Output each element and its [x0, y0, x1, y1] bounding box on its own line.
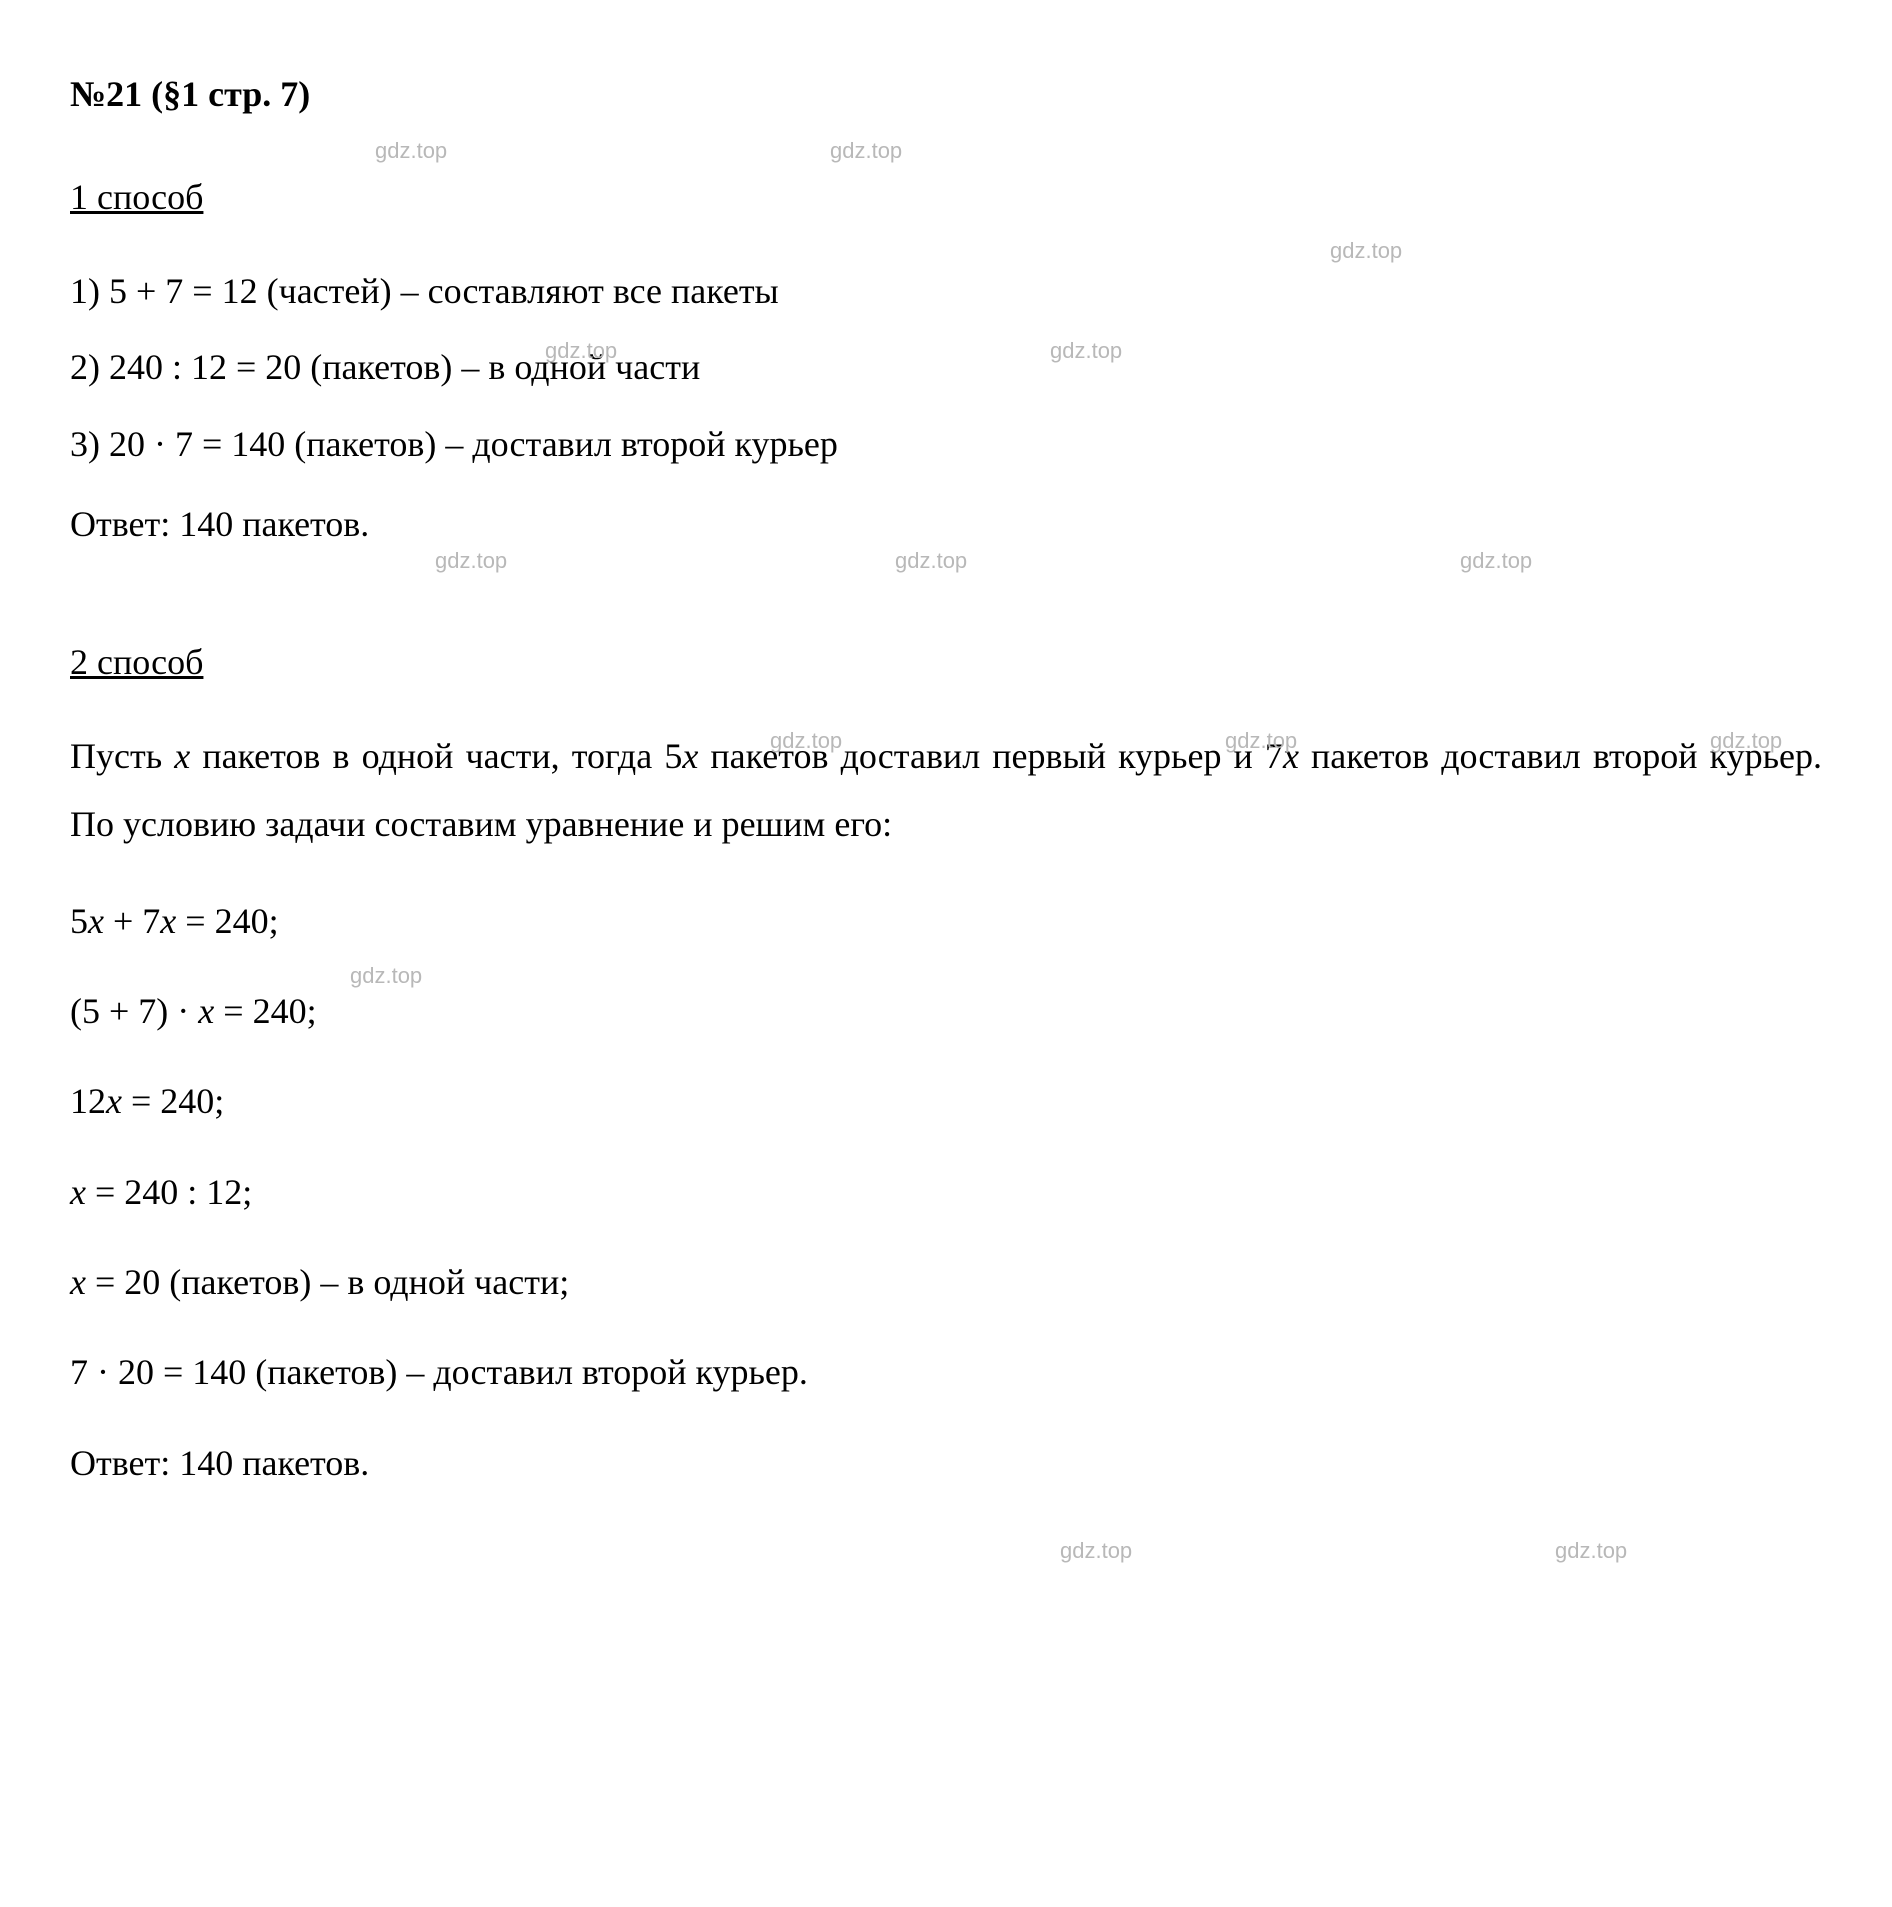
equation-3: 12x = 240; [70, 1067, 1822, 1135]
eq4-x: x [70, 1172, 86, 1212]
method2-intro: Пусть x пакетов в одной части, тогда 5x … [70, 722, 1822, 859]
method1-step-3: 3) 20 · 7 = 140 (пакетов) – доставил вто… [70, 410, 1822, 478]
intro-x3: x [1283, 736, 1299, 776]
method1-step-2: 2) 240 : 12 = 20 (пакетов) – в одной час… [70, 333, 1822, 401]
problem-title: №21 (§1 стр. 7) [70, 60, 1822, 128]
method1-step-1: 1) 5 + 7 = 12 (частей) – составляют все … [70, 257, 1822, 325]
eq5-x: x [70, 1262, 86, 1302]
intro-x1: x [174, 736, 190, 776]
watermark: gdz.top [1060, 1530, 1132, 1572]
eq2-post: = 240; [214, 991, 316, 1031]
eq1-post: = 240; [176, 901, 278, 941]
eq5-post: = 20 (пакетов) – в одной части; [86, 1262, 569, 1302]
equation-1: 5x + 7x = 240; [70, 887, 1822, 955]
watermark: gdz.top [1555, 1530, 1627, 1572]
eq3-x: x [106, 1081, 122, 1121]
equation-2: (5 + 7) · x = 240; [70, 977, 1822, 1045]
eq1-mid: + 7 [104, 901, 160, 941]
equation-5: x = 20 (пакетов) – в одной части; [70, 1248, 1822, 1316]
eq3-pre: 12 [70, 1081, 106, 1121]
intro-part-1: Пусть [70, 736, 174, 776]
eq3-post: = 240; [122, 1081, 224, 1121]
eq4-post: = 240 : 12; [86, 1172, 252, 1212]
eq1-x1: x [88, 901, 104, 941]
eq1-pre: 5 [70, 901, 88, 941]
eq1-x2: x [160, 901, 176, 941]
equation-6: 7 · 20 = 140 (пакетов) – доставил второй… [70, 1338, 1822, 1406]
eq2-x: x [198, 991, 214, 1031]
eq2-pre: (5 + 7) · [70, 991, 198, 1031]
intro-x2: x [682, 736, 698, 776]
method1-header: 1 способ [70, 163, 1822, 231]
intro-part-2: пакетов в одной части, тогда 5 [190, 736, 682, 776]
method2-header: 2 способ [70, 628, 1822, 696]
equation-4: x = 240 : 12; [70, 1158, 1822, 1226]
method1-answer: Ответ: 140 пакетов. [70, 490, 1822, 558]
intro-part-3: пакетов доставил первый курьер и 7 [698, 736, 1283, 776]
method2-answer: Ответ: 140 пакетов. [70, 1429, 1822, 1497]
